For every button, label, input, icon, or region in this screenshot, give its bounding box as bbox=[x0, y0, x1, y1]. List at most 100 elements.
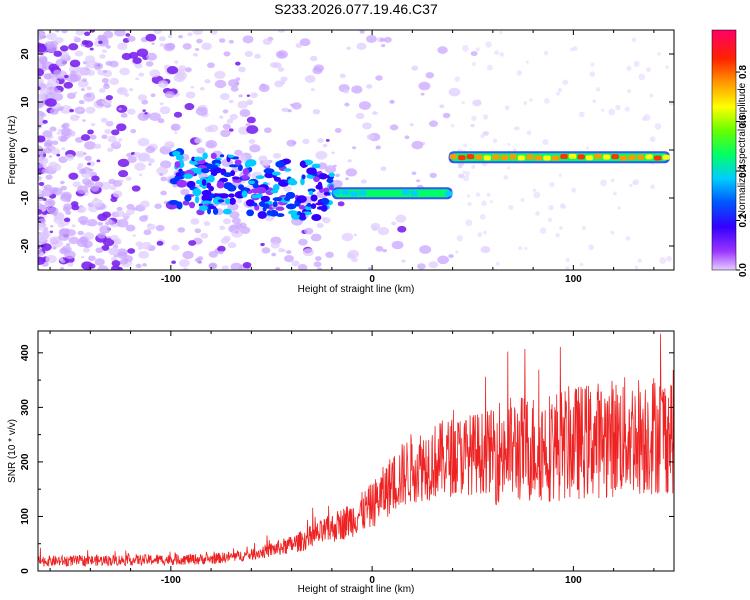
heatmap-noise-blob bbox=[105, 45, 111, 49]
heatmap-noise-blob bbox=[229, 211, 240, 219]
heatmap-noise-blob bbox=[59, 135, 68, 142]
heatmap-noise-blob bbox=[38, 209, 43, 215]
heatmap-noise-blob bbox=[159, 173, 164, 177]
heatmap-noise-blob bbox=[613, 191, 617, 196]
heatmap-noise-blob bbox=[461, 101, 465, 105]
heatmap-noise-blob bbox=[572, 46, 578, 51]
heatmap-noise-blob bbox=[125, 224, 136, 232]
heatmap-noise-blob bbox=[87, 218, 98, 227]
heatmap-noise-blob bbox=[513, 148, 517, 152]
heatmap-noise-blob bbox=[520, 197, 525, 203]
heatmap-noise-blob bbox=[486, 64, 493, 71]
heatmap-noise-blob bbox=[608, 108, 616, 116]
heatmap-noise-blob bbox=[94, 258, 105, 266]
heatmap-signal-blob bbox=[217, 199, 225, 203]
heatmap-noise-blob bbox=[277, 30, 286, 33]
heatmap-noise-blob bbox=[170, 123, 181, 131]
heatmap-noise-blob bbox=[138, 173, 143, 177]
heatmap-noise-blob bbox=[504, 105, 510, 111]
heatmap-signal-blob bbox=[175, 172, 181, 177]
heatmap-noise-blob bbox=[617, 206, 621, 210]
colorbar-gradient bbox=[711, 29, 737, 271]
heatmap-noise-blob bbox=[66, 92, 76, 100]
heatmap-noise-blob bbox=[69, 130, 75, 134]
heatmap-noise-blob bbox=[210, 30, 218, 35]
heatmap-noise-blob bbox=[185, 91, 196, 99]
snr-panel: -100 0 100 0 100 200 300 400 Height of straight… bbox=[7, 330, 675, 595]
heatmap-ytick-label: 20 bbox=[20, 48, 31, 60]
heatmap-ytick-label: -20 bbox=[20, 238, 31, 253]
colorbar-tick-label: 0.2 bbox=[738, 213, 749, 227]
heatmap-noise-blob bbox=[581, 225, 586, 231]
heatmap-noise-blob bbox=[494, 50, 500, 56]
heatmap-noise-blob bbox=[395, 214, 407, 223]
heatmap-signal-blob bbox=[313, 176, 320, 183]
heatmap-noise-blob bbox=[58, 257, 64, 261]
heatmap-noise-blob bbox=[135, 77, 140, 81]
heatmap-signal-blob bbox=[241, 174, 250, 180]
heatmap-noise-blob bbox=[164, 141, 175, 149]
heatmap-noise-blob bbox=[160, 190, 167, 196]
heatmap-ridge-core bbox=[602, 154, 611, 160]
heatmap-noise-blob bbox=[324, 165, 337, 174]
heatmap-signal-blob bbox=[287, 178, 296, 186]
heatmap-signal-blob bbox=[207, 207, 212, 215]
heatmap-noise-blob bbox=[565, 266, 570, 270]
heatmap-signal-blob bbox=[188, 201, 196, 209]
heatmap-noise-blob bbox=[344, 102, 350, 107]
heatmap-xtick-label: 0 bbox=[369, 274, 375, 285]
heatmap-noise-blob bbox=[234, 149, 243, 156]
heatmap-noise-blob bbox=[516, 70, 523, 76]
heatmap-noise-blob bbox=[248, 139, 256, 144]
heatmap-noise-blob bbox=[89, 168, 94, 172]
heatmap-signal-blob bbox=[219, 177, 229, 183]
heatmap-noise-blob bbox=[492, 138, 498, 144]
heatmap-noise-blob bbox=[88, 255, 96, 262]
heatmap-noise-blob bbox=[97, 221, 104, 226]
heatmap-noise-blob bbox=[131, 185, 141, 192]
heatmap-noise-blob bbox=[429, 172, 437, 179]
heatmap-noise-blob bbox=[586, 146, 590, 150]
heatmap-ridge-core bbox=[401, 189, 410, 195]
heatmap-noise-blob bbox=[649, 93, 654, 98]
snr-xtick-label: -100 bbox=[161, 575, 181, 586]
colorbar-label: Normalized spectral amplitude bbox=[737, 82, 748, 217]
heatmap-ridge-core bbox=[436, 190, 444, 196]
heatmap-noise-blob bbox=[201, 42, 212, 51]
heatmap-noise-blob bbox=[61, 147, 66, 151]
heatmap-noise-blob bbox=[235, 61, 241, 66]
heatmap-noise-blob bbox=[425, 72, 435, 79]
heatmap-noise-blob bbox=[42, 164, 48, 169]
heatmap-signal-blob bbox=[307, 202, 312, 207]
heatmap-noise-blob bbox=[291, 102, 302, 110]
heatmap-noise-blob bbox=[247, 101, 253, 106]
heatmap-noise-blob bbox=[109, 248, 119, 255]
heatmap-noise-blob bbox=[569, 47, 574, 52]
heatmap-signal-blob bbox=[176, 179, 188, 188]
heatmap-signal-blob bbox=[301, 160, 306, 169]
heatmap-noise-blob bbox=[463, 143, 468, 148]
heatmap-noise-blob bbox=[302, 248, 314, 257]
heatmap-signal-blob bbox=[263, 168, 275, 174]
heatmap-noise-blob bbox=[68, 236, 79, 245]
heatmap-noise-blob bbox=[107, 135, 117, 143]
heatmap-signal-blob bbox=[201, 194, 212, 202]
heatmap-noise-blob bbox=[71, 204, 80, 211]
heatmap-noise-blob bbox=[467, 201, 472, 207]
heatmap-noise-blob bbox=[227, 202, 239, 211]
heatmap-noise-blob bbox=[302, 138, 310, 145]
heatmap-noise-blob bbox=[234, 230, 239, 234]
heatmap-noise-blob bbox=[127, 248, 136, 254]
snr-axes: -100 0 100 0 100 200 300 400 bbox=[20, 331, 674, 586]
heatmap-noise-blob bbox=[38, 68, 45, 77]
heatmap-noise-blob bbox=[228, 39, 234, 44]
heatmap-ridge-core bbox=[636, 154, 645, 160]
heatmap-noise-blob bbox=[80, 255, 85, 259]
heatmap-noise-blob bbox=[335, 173, 341, 178]
heatmap-noise-blob bbox=[416, 179, 421, 183]
heatmap-noise-blob bbox=[97, 34, 105, 40]
heatmap-ytick-label: 10 bbox=[20, 96, 31, 108]
heatmap-noise-blob bbox=[237, 100, 249, 109]
heatmap-signal-blob bbox=[318, 173, 328, 180]
